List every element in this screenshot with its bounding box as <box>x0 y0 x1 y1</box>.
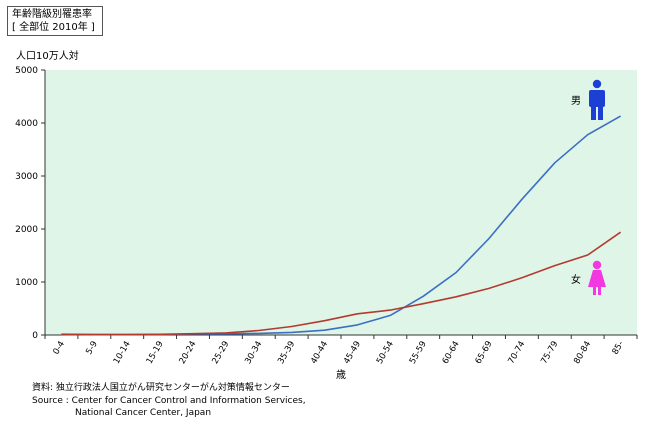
chart-title: 年齢階級別罹患率 <box>12 9 92 20</box>
x-tick-label: 10-14 <box>112 340 133 366</box>
x-axis-unit-label: 歳 <box>336 369 346 381</box>
x-tick-label: 25-29 <box>210 340 231 366</box>
y-tick-label: 4000 <box>15 119 38 129</box>
y-tick-label: 2000 <box>15 225 38 235</box>
credit-source-jp: 資料: 独立行政法人国立がん研究センターがん対策情報センター <box>32 383 290 393</box>
female-person-icon-leg <box>598 287 601 295</box>
male-person-icon-leg <box>591 107 596 120</box>
chart-subtitle: [ 全部位 2010年 ] <box>12 22 95 33</box>
female-person-icon <box>588 260 606 295</box>
female-person-icon-dress <box>588 270 606 287</box>
male-person-icon-body <box>589 90 605 107</box>
x-tick-label: 50-54 <box>375 340 396 366</box>
x-tick-label: 0-4 <box>51 340 67 357</box>
x-tick-label: 75-79 <box>539 340 560 366</box>
x-tick-label: 40-44 <box>309 340 330 366</box>
credit-source-en-cont: National Cancer Center, Japan <box>75 408 212 418</box>
male-person-icon <box>589 79 605 120</box>
x-tick-label: 35-39 <box>276 340 297 366</box>
x-tick-label: 60-64 <box>441 340 462 366</box>
series-label-female: 女 <box>571 273 581 286</box>
female-person-icon-leg <box>593 287 596 295</box>
x-tick-label: 20-24 <box>178 340 199 366</box>
x-tick-label: 5-9 <box>84 340 100 357</box>
chart-title-box: 年齢階級別罹患率 [ 全部位 2010年 ] <box>7 6 103 36</box>
x-tick-label: 30-34 <box>243 340 264 366</box>
credit-source-en: Source : Center for Cancer Control and I… <box>32 396 306 406</box>
y-tick-label: 1000 <box>15 278 38 288</box>
x-tick-label: 15-19 <box>145 340 166 366</box>
x-tick-label: 65-69 <box>474 340 495 366</box>
y-tick-label: 0 <box>32 331 38 341</box>
x-tick-label: 45-49 <box>342 340 363 366</box>
x-tick-label: 85- <box>611 340 627 357</box>
y-axis-unit-label: 人口10万人対 <box>16 51 79 62</box>
series-label-male: 男 <box>571 95 581 107</box>
y-tick-label: 5000 <box>15 66 38 76</box>
female-person-icon-head <box>592 260 602 270</box>
x-tick-label: 80-84 <box>572 340 593 366</box>
x-tick-label: 70-74 <box>506 340 527 366</box>
male-person-icon-head <box>592 79 602 89</box>
series-line-1 <box>61 231 622 336</box>
y-tick-label: 3000 <box>15 172 38 182</box>
male-person-icon-leg <box>598 107 603 120</box>
x-tick-label: 55-59 <box>408 340 429 366</box>
plot-area <box>45 70 637 335</box>
